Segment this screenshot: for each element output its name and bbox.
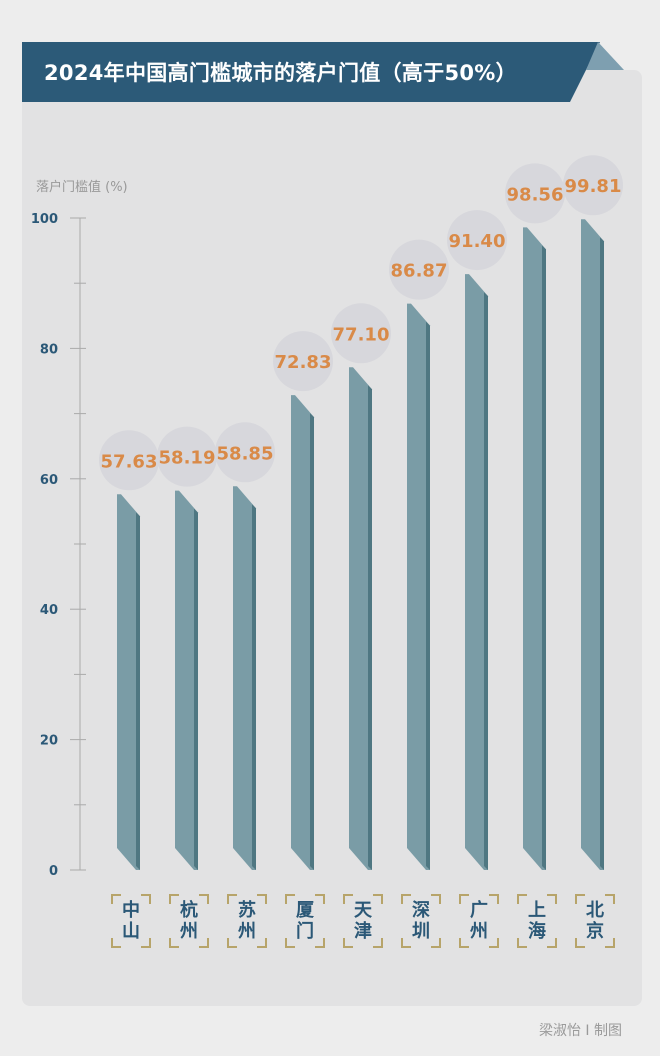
bar	[349, 367, 372, 870]
bracket-corner	[401, 938, 411, 948]
bracket-corner	[169, 938, 179, 948]
bar-side	[542, 245, 546, 870]
bracket-corner	[547, 938, 557, 948]
data-label: 72.83	[275, 352, 332, 373]
y-tick-label: 20	[40, 734, 58, 749]
bracket-corner	[343, 894, 353, 904]
bracket-corner	[285, 938, 295, 948]
bracket-corner	[575, 938, 585, 948]
category-label: 天津	[343, 894, 383, 948]
category-label: 上海	[517, 894, 557, 948]
bracket-corner	[315, 938, 325, 948]
bracket-corner	[169, 894, 179, 904]
bracket-corner	[199, 894, 209, 904]
bracket-corner	[605, 938, 615, 948]
data-label: 58.85	[217, 443, 274, 464]
bar	[523, 227, 546, 870]
bracket-corner	[257, 894, 267, 904]
bracket-corner	[605, 894, 615, 904]
category-label: 北京	[575, 894, 615, 948]
bar-side	[368, 385, 372, 870]
data-label: 99.81	[565, 176, 622, 197]
bar	[407, 303, 430, 870]
bracket-corner	[227, 938, 237, 948]
bracket-corner	[459, 894, 469, 904]
data-label: 86.87	[391, 261, 448, 282]
chart-title: 2024年中国高门槛城市的落户门值（高于50%）	[44, 61, 517, 85]
bracket-corner	[489, 938, 499, 948]
y-axis-label: 落户门槛值 (%)	[36, 180, 128, 195]
bracket-corner	[373, 938, 383, 948]
bracket-corner	[141, 894, 151, 904]
bar-side	[136, 512, 140, 870]
y-tick-label: 60	[40, 473, 58, 488]
bar-side	[600, 237, 604, 871]
bracket-corner	[343, 938, 353, 948]
category-label: 深圳	[401, 894, 441, 948]
category-label: 苏州	[227, 894, 267, 948]
category-label: 广州	[459, 894, 499, 948]
bar-side	[484, 292, 488, 870]
title-banner	[22, 42, 600, 102]
bracket-corner	[227, 894, 237, 904]
bar-side	[426, 321, 430, 870]
y-tick-label: 80	[40, 342, 58, 357]
bar	[291, 395, 314, 870]
bracket-corner	[315, 894, 325, 904]
bracket-corner	[517, 938, 527, 948]
value-bubble	[273, 331, 333, 392]
bar-side	[310, 413, 314, 870]
value-bubble	[563, 155, 623, 216]
bar-side	[252, 504, 256, 870]
bracket-corner	[111, 938, 121, 948]
value-bubble	[447, 210, 507, 271]
bar	[175, 490, 198, 870]
banner-fold	[586, 42, 624, 70]
bracket-corner	[489, 894, 499, 904]
y-tick-label: 0	[49, 864, 58, 879]
category-label: 杭州	[169, 894, 209, 948]
bar	[117, 494, 140, 870]
bracket-corner	[517, 894, 527, 904]
bracket-corner	[373, 894, 383, 904]
y-tick-label: 40	[40, 603, 58, 618]
data-label: 58.19	[159, 448, 216, 469]
bracket-corner	[431, 894, 441, 904]
value-bubble	[215, 422, 275, 483]
bar	[581, 219, 604, 871]
bracket-corner	[141, 938, 151, 948]
bracket-corner	[401, 894, 411, 904]
value-bubble	[331, 303, 391, 364]
y-tick-label: 100	[31, 212, 58, 227]
data-label: 57.63	[101, 451, 158, 472]
category-label: 厦门	[285, 894, 325, 948]
value-bubble	[157, 426, 217, 487]
credit: 梁淑怡 I 制图	[538, 1023, 622, 1039]
bracket-corner	[111, 894, 121, 904]
value-bubble	[389, 239, 449, 300]
bracket-corner	[575, 894, 585, 904]
bracket-corner	[199, 938, 209, 948]
value-bubble	[99, 430, 159, 491]
bracket-corner	[547, 894, 557, 904]
bracket-corner	[285, 894, 295, 904]
bracket-corner	[459, 938, 469, 948]
bracket-corner	[431, 938, 441, 948]
bar	[233, 486, 256, 870]
category-label: 中山	[111, 894, 151, 948]
data-label: 98.56	[507, 184, 564, 205]
data-label: 77.10	[333, 324, 390, 345]
data-label: 91.40	[449, 231, 506, 252]
bar-side	[194, 508, 198, 870]
value-bubble	[505, 163, 565, 224]
bracket-corner	[257, 938, 267, 948]
bar	[465, 274, 488, 870]
